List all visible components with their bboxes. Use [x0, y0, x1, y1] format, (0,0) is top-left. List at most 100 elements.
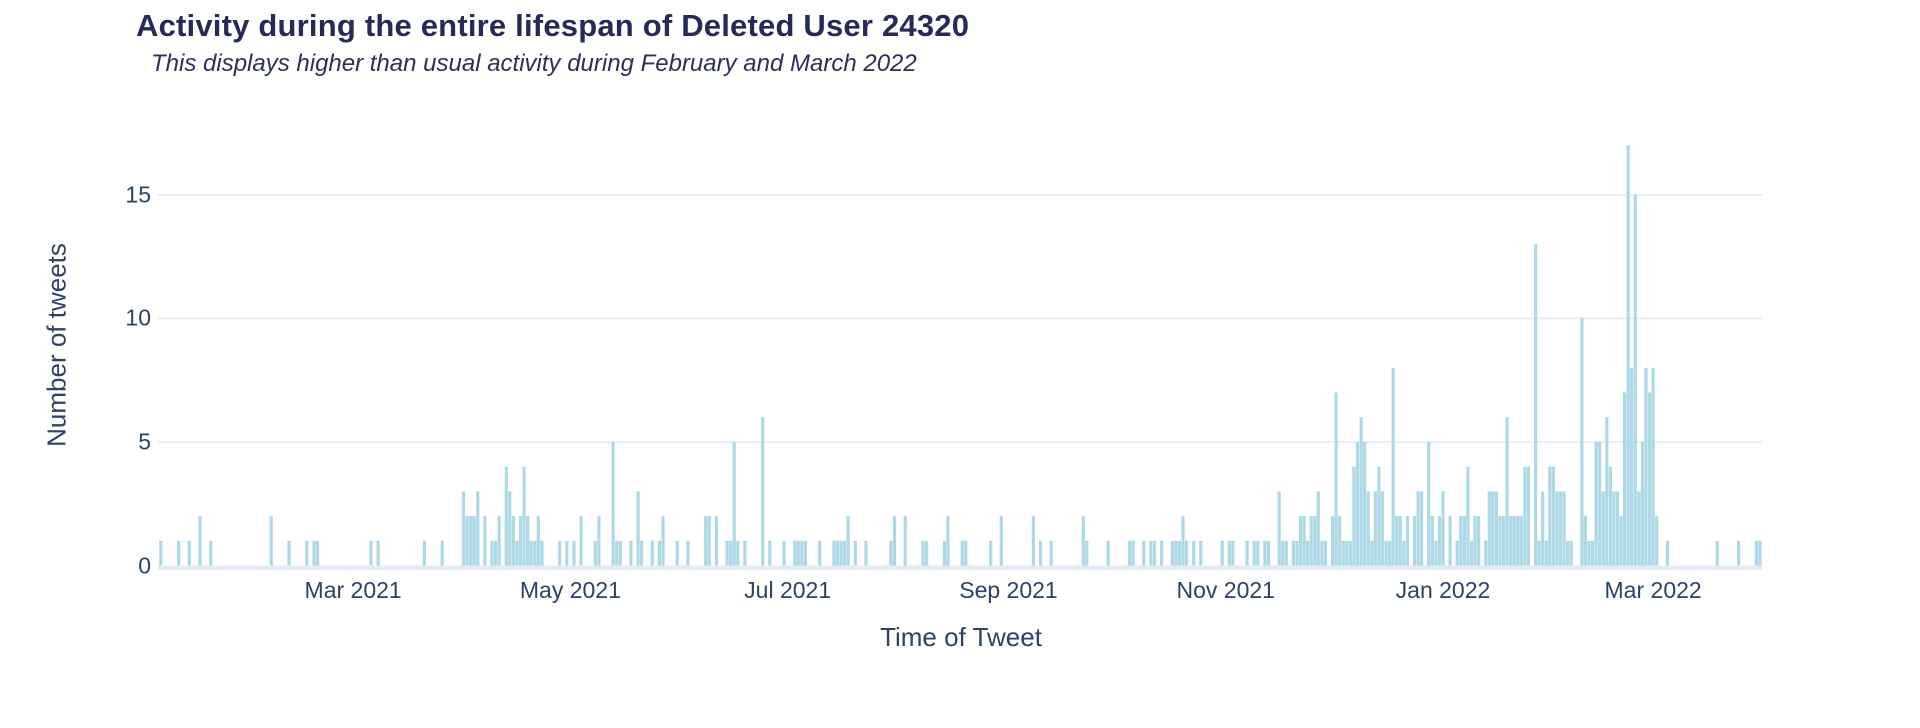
bar[interactable]: [1608, 466, 1612, 566]
bar[interactable]: [1509, 516, 1513, 566]
bar[interactable]: [1031, 516, 1035, 566]
bar[interactable]: [964, 540, 968, 566]
bar[interactable]: [1551, 466, 1555, 566]
bar[interactable]: [422, 540, 426, 566]
bar[interactable]: [504, 466, 508, 566]
bar[interactable]: [1459, 516, 1463, 566]
bar[interactable]: [1501, 516, 1506, 566]
bar[interactable]: [1302, 516, 1306, 566]
bar[interactable]: [1651, 367, 1655, 566]
bar[interactable]: [1612, 491, 1616, 566]
bar[interactable]: [1281, 540, 1285, 566]
bar[interactable]: [1298, 516, 1303, 566]
bar[interactable]: [1345, 540, 1349, 566]
bar[interactable]: [1640, 441, 1644, 566]
bar[interactable]: [1398, 516, 1402, 566]
bar[interactable]: [1338, 516, 1342, 566]
bar[interactable]: [1184, 540, 1189, 566]
bar[interactable]: [636, 491, 640, 566]
bar[interactable]: [800, 540, 804, 566]
bar[interactable]: [889, 540, 893, 566]
bar[interactable]: [1758, 540, 1762, 566]
bar[interactable]: [989, 540, 993, 566]
bar[interactable]: [1473, 516, 1477, 566]
bar[interactable]: [1484, 540, 1488, 566]
bar[interactable]: [1491, 491, 1495, 566]
bar[interactable]: [1284, 540, 1288, 566]
bar[interactable]: [1637, 491, 1641, 566]
bar[interactable]: [1626, 145, 1630, 566]
bar[interactable]: [1256, 540, 1260, 566]
bar[interactable]: [1562, 491, 1566, 566]
bar[interactable]: [558, 540, 562, 566]
bar[interactable]: [1537, 540, 1541, 566]
bar[interactable]: [1395, 516, 1399, 566]
bar[interactable]: [942, 540, 946, 566]
bar[interactable]: [469, 516, 473, 566]
bar[interactable]: [1355, 441, 1360, 566]
bar[interactable]: [1566, 540, 1570, 566]
bar[interactable]: [476, 491, 480, 566]
bar[interactable]: [618, 540, 622, 566]
bar[interactable]: [1192, 540, 1196, 566]
bar[interactable]: [177, 540, 181, 566]
bar[interactable]: [704, 516, 708, 566]
bar[interactable]: [518, 516, 523, 566]
bar[interactable]: [1131, 540, 1135, 566]
bar[interactable]: [768, 540, 772, 566]
bar[interactable]: [1558, 491, 1563, 566]
bar[interactable]: [1427, 441, 1431, 566]
bar[interactable]: [1633, 194, 1637, 566]
bar[interactable]: [714, 516, 718, 566]
bar[interactable]: [1591, 540, 1595, 566]
bar[interactable]: [1106, 540, 1110, 566]
bar[interactable]: [369, 540, 373, 566]
bar[interactable]: [1266, 540, 1271, 566]
bar[interactable]: [209, 540, 213, 566]
bar[interactable]: [540, 540, 544, 566]
bar[interactable]: [1416, 491, 1420, 566]
bar[interactable]: [1334, 392, 1338, 566]
bar[interactable]: [1587, 540, 1591, 566]
bar[interactable]: [187, 540, 191, 566]
bar[interactable]: [1516, 516, 1520, 566]
bar[interactable]: [1737, 540, 1741, 566]
bar[interactable]: [1430, 516, 1434, 566]
bar[interactable]: [650, 540, 654, 566]
bar[interactable]: [1441, 491, 1445, 566]
bar[interactable]: [1377, 466, 1381, 566]
bar[interactable]: [1142, 540, 1146, 566]
bar[interactable]: [515, 540, 519, 566]
bar[interactable]: [198, 516, 202, 566]
bar[interactable]: [269, 516, 273, 566]
bar[interactable]: [1487, 491, 1491, 566]
bar[interactable]: [526, 516, 530, 566]
bar[interactable]: [1455, 540, 1459, 566]
bar[interactable]: [522, 466, 526, 566]
bar[interactable]: [1231, 540, 1235, 566]
bar[interactable]: [1348, 540, 1352, 566]
bar[interactable]: [1373, 491, 1377, 566]
bar[interactable]: [686, 540, 690, 566]
bar[interactable]: [640, 540, 644, 566]
bar[interactable]: [1715, 540, 1719, 566]
bar[interactable]: [1420, 491, 1424, 566]
bar[interactable]: [1177, 540, 1181, 566]
bar[interactable]: [529, 540, 533, 566]
bar[interactable]: [1402, 540, 1406, 566]
bar[interactable]: [615, 540, 619, 566]
bar[interactable]: [1384, 540, 1388, 566]
bar[interactable]: [960, 540, 964, 566]
bar[interactable]: [793, 540, 797, 566]
bar[interactable]: [1181, 516, 1185, 566]
bar[interactable]: [1754, 540, 1758, 566]
bar[interactable]: [796, 540, 800, 566]
bar[interactable]: [1263, 540, 1267, 566]
bar[interactable]: [1370, 540, 1374, 566]
bar[interactable]: [782, 540, 786, 566]
bar[interactable]: [497, 516, 501, 566]
bar[interactable]: [465, 516, 469, 566]
bar[interactable]: [472, 516, 476, 566]
bar[interactable]: [1391, 367, 1395, 566]
